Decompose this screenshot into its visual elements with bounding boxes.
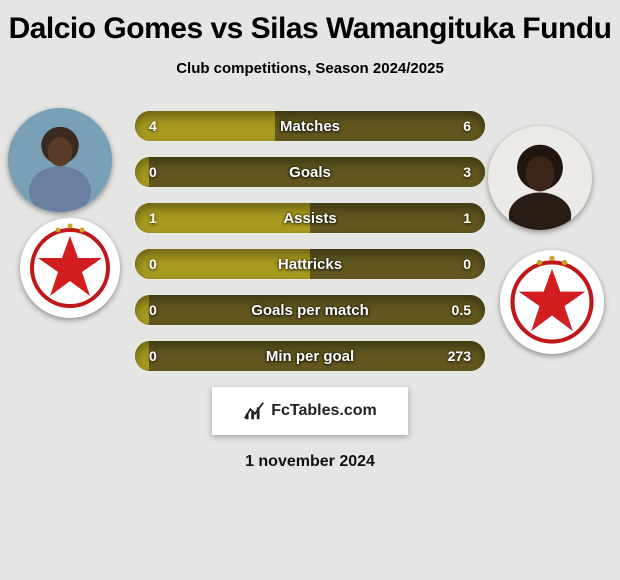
branding-badge: FcTables.com [212, 387, 408, 435]
branding-label: FcTables.com [271, 402, 377, 420]
stat-label: Min per goal [135, 341, 485, 371]
player-left-avatar [8, 108, 112, 212]
stat-label: Goals per match [135, 295, 485, 325]
stat-label: Goals [135, 157, 485, 187]
club-left-badge [20, 218, 120, 318]
person-icon [488, 126, 592, 230]
comparison-card: Dalcio Gomes vs Silas Wamangituka Fundu … [0, 0, 620, 580]
chart-icon [243, 400, 265, 422]
stat-label: Matches [135, 111, 485, 141]
person-icon [8, 108, 112, 212]
player-right-avatar [488, 126, 592, 230]
stat-row: 0273Min per goal [135, 341, 485, 371]
stat-row: 00Hattricks [135, 249, 485, 279]
club-right-badge [500, 250, 604, 354]
stat-row: 03Goals [135, 157, 485, 187]
date-label: 1 november 2024 [0, 453, 620, 471]
stat-label: Assists [135, 203, 485, 233]
stat-label: Hattricks [135, 249, 485, 279]
stat-row: 46Matches [135, 111, 485, 141]
club-crest-icon [500, 250, 604, 354]
stat-row: 00.5Goals per match [135, 295, 485, 325]
page-title: Dalcio Gomes vs Silas Wamangituka Fundu [0, 0, 620, 46]
stat-row: 11Assists [135, 203, 485, 233]
club-crest-icon [20, 218, 120, 318]
subtitle: Club competitions, Season 2024/2025 [0, 60, 620, 77]
